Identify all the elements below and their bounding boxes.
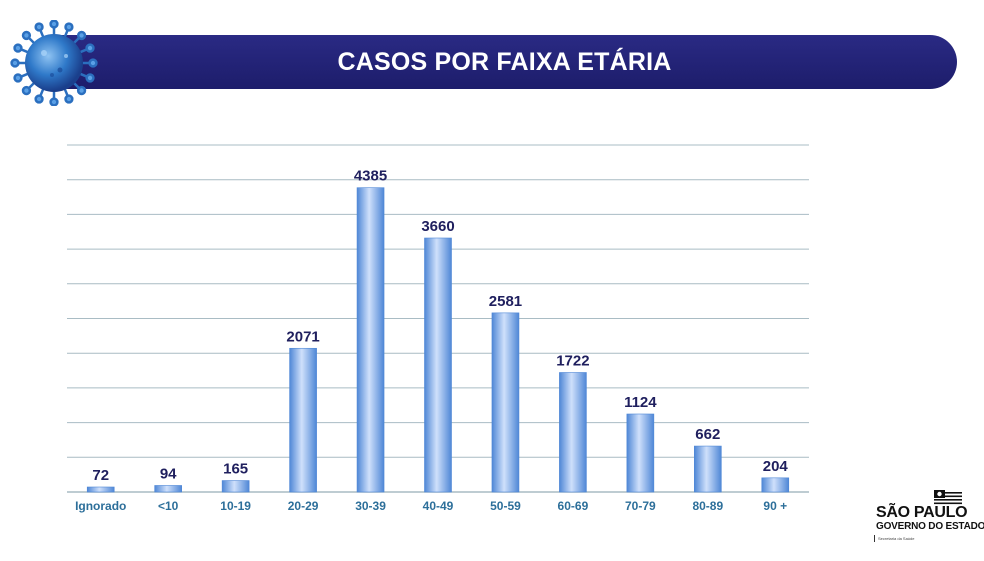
data-label: 72 bbox=[92, 467, 109, 484]
data-label: 1124 bbox=[624, 394, 657, 411]
x-tick-label: 80-89 bbox=[692, 499, 723, 513]
x-tick-labels: Ignorado <10 10-19 20-29 30-39 40-49 50-59 60-6… bbox=[75, 499, 787, 513]
data-labels: 72 94 165 2071 4385 3660 2581 1722 1124 662 204 bbox=[92, 168, 788, 484]
x-tick-label: 20-29 bbox=[288, 499, 319, 513]
bar bbox=[626, 413, 655, 493]
data-label: 204 bbox=[763, 458, 789, 475]
data-label: 662 bbox=[695, 426, 720, 443]
bar bbox=[86, 486, 115, 493]
logo-name: SÃO PAULO bbox=[876, 504, 968, 521]
logo-department: Secretaria da Saúde bbox=[878, 536, 915, 541]
logo-divider bbox=[874, 535, 875, 542]
bar bbox=[694, 445, 722, 493]
bar bbox=[221, 480, 250, 493]
sao-paulo-logo: SÃO PAULO GOVERNO DO ESTADO Secretaria d… bbox=[868, 490, 984, 546]
data-label: 165 bbox=[223, 461, 248, 478]
bar bbox=[154, 485, 182, 493]
data-label: 2581 bbox=[489, 293, 522, 310]
page-title: CASOS POR FAIXA ETÁRIA bbox=[337, 48, 672, 76]
coronavirus-icon bbox=[10, 20, 98, 106]
bar bbox=[289, 347, 317, 493]
x-tick-label: 40-49 bbox=[423, 499, 454, 513]
bars bbox=[86, 187, 790, 493]
data-label: 3660 bbox=[421, 218, 454, 235]
x-tick-label: 30-39 bbox=[355, 499, 386, 513]
x-tick-label: Ignorado bbox=[75, 499, 126, 513]
x-tick-label: 50-59 bbox=[490, 499, 521, 513]
data-label: 2071 bbox=[286, 328, 319, 345]
data-label: 4385 bbox=[354, 168, 387, 185]
bar bbox=[491, 312, 520, 493]
bar bbox=[559, 372, 587, 493]
x-tick-label: 90 + bbox=[763, 499, 787, 513]
x-tick-label: <10 bbox=[158, 499, 179, 513]
bar bbox=[761, 477, 790, 493]
flag-icon bbox=[934, 490, 962, 505]
logo-subtitle: GOVERNO DO ESTADO bbox=[876, 521, 984, 532]
x-tick-label: 60-69 bbox=[558, 499, 589, 513]
x-tick-label: 70-79 bbox=[625, 499, 656, 513]
x-tick-label: 10-19 bbox=[220, 499, 251, 513]
bar bbox=[356, 187, 385, 493]
data-label: 94 bbox=[160, 465, 177, 482]
title-banner: CASOS POR FAIXA ETÁRIA bbox=[52, 35, 957, 89]
bar bbox=[424, 237, 452, 493]
data-label: 1722 bbox=[556, 352, 589, 369]
